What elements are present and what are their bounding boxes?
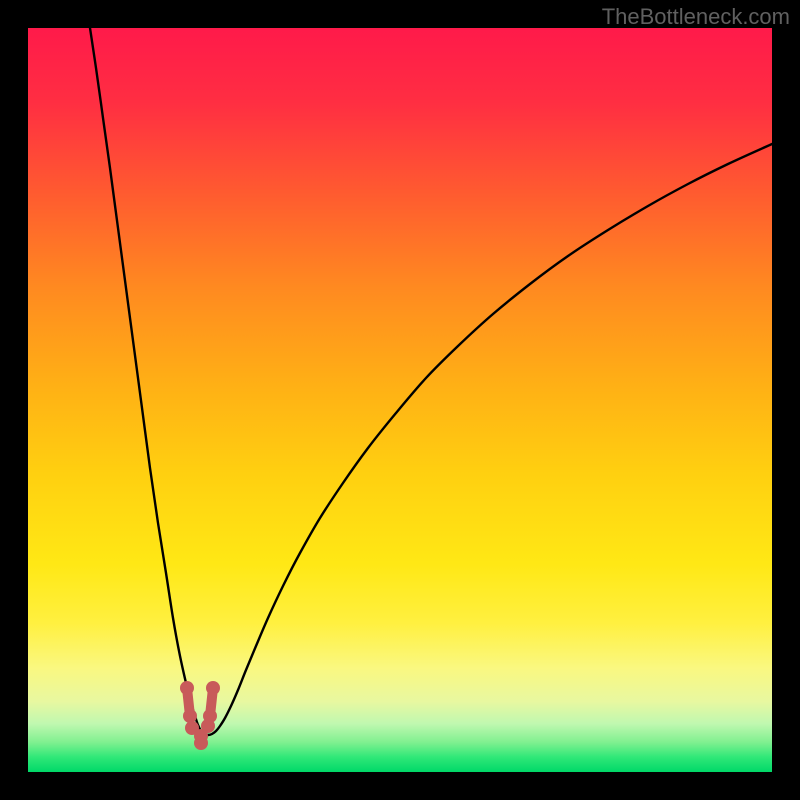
bottleneck-curve — [90, 28, 772, 735]
watermark-text: TheBottleneck.com — [602, 4, 790, 30]
curve-markers — [180, 681, 220, 750]
plot-area — [28, 28, 772, 772]
chart-container: TheBottleneck.com — [0, 0, 800, 800]
curve-layer — [28, 28, 772, 772]
